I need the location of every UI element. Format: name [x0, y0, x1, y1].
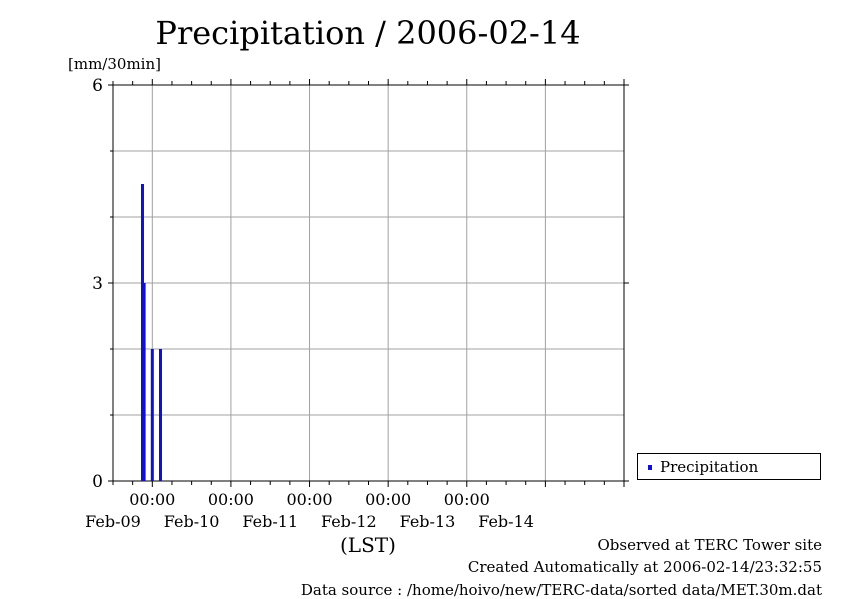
y-tick-label: 6 [92, 76, 103, 96]
precipitation-bar [158, 349, 162, 481]
observation-site: Observed at TERC Tower site [597, 536, 822, 554]
x-tick-date-label: Feb-09 [85, 512, 141, 531]
legend: Precipitation [637, 453, 821, 480]
y-axis-label: [mm/30min] [68, 55, 161, 73]
chart-title: Precipitation / 2006-02-14 [155, 14, 581, 52]
data-source: Data source : /home/hoivo/new/TERC-data/… [300, 581, 822, 599]
x-tick-time-label: 00:00 [365, 490, 411, 509]
precipitation-bar [142, 283, 146, 481]
x-tick-date-label: Feb-12 [321, 512, 377, 531]
creation-timestamp: Created Automatically at 2006-02-14/23:3… [467, 558, 822, 576]
legend-label: Precipitation [660, 458, 759, 476]
x-tick-date-label: Feb-10 [164, 512, 220, 531]
x-tick-time-label: 00:00 [129, 490, 175, 509]
x-tick-date-label: Feb-14 [478, 512, 534, 531]
x-tick-time-label: 00:00 [208, 490, 254, 509]
x-tick-date-label: Feb-13 [400, 512, 456, 531]
precipitation-bar [140, 184, 144, 481]
legend-swatch [648, 465, 652, 470]
y-tick-label: 3 [92, 274, 103, 294]
precipitation-bar [150, 349, 154, 481]
x-tick-time-label: 00:00 [444, 490, 490, 509]
y-tick-label: 0 [92, 472, 103, 492]
x-axis-label: (LST) [340, 533, 396, 557]
x-tick-date-label: Feb-11 [242, 512, 298, 531]
x-tick-time-label: 00:00 [286, 490, 332, 509]
